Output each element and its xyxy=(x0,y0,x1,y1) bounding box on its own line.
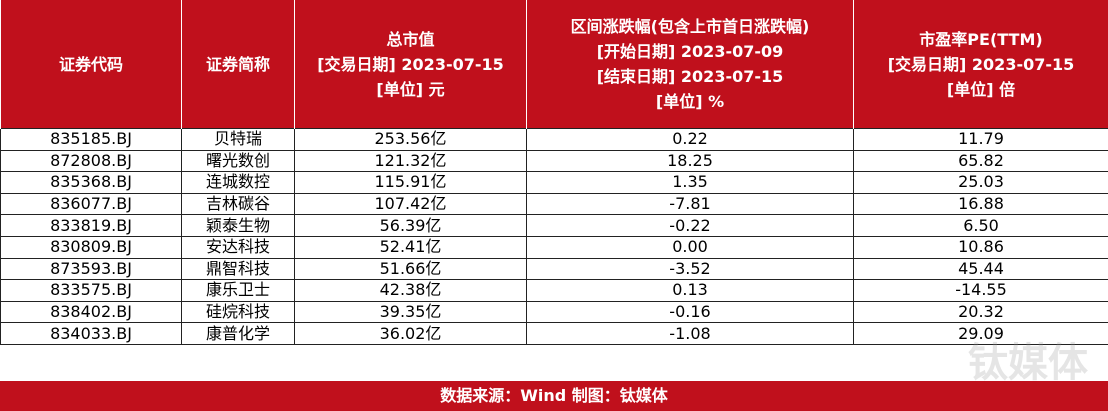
table-cell: 835368.BJ xyxy=(0,171,182,194)
table-cell: -1.08 xyxy=(526,322,854,345)
header-line: 证券简称 xyxy=(205,54,270,74)
table-cell: 36.02亿 xyxy=(294,322,527,345)
table-cell: 10.86 xyxy=(853,235,1108,259)
table-row: 873593.BJ 鼎智科技 51.66亿 -3.52 45.44 xyxy=(0,257,1108,281)
table-cell: 安达科技 xyxy=(181,235,295,259)
table-cell: 11.79 xyxy=(853,128,1108,151)
header-cell: 总市值 [交易日期] 2023-07-15 [单位] 元 xyxy=(294,0,527,129)
table-cell: 834033.BJ xyxy=(0,322,182,345)
table-cell: 833575.BJ xyxy=(0,279,182,302)
table-cell: 65.82 xyxy=(853,149,1108,173)
table-row: 830809.BJ 安达科技 52.41亿 0.00 10.86 xyxy=(0,235,1108,259)
table-row: 838402.BJ 硅烷科技 39.35亿 -0.16 20.32 xyxy=(0,300,1108,324)
header-line: [交易日期] 2023-07-15 xyxy=(317,54,504,74)
table-cell: 873593.BJ xyxy=(0,257,182,281)
table-cell: 20.32 xyxy=(853,300,1108,324)
watermark: 钛媒体 xyxy=(968,340,1088,386)
header-line: 市盈率PE(TTM) xyxy=(919,29,1043,49)
table-cell: 25.03 xyxy=(853,171,1108,194)
table-cell: 51.66亿 xyxy=(294,257,527,281)
table-row: 836077.BJ 吉林碳谷 107.42亿 -7.81 16.88 xyxy=(0,192,1108,216)
table-cell: 838402.BJ xyxy=(0,300,182,324)
table-cell: 康普化学 xyxy=(181,322,295,345)
table-cell: -7.81 xyxy=(526,192,854,216)
table-row: 872808.BJ 曙光数创 121.32亿 18.25 65.82 xyxy=(0,149,1108,173)
header-line: 证券代码 xyxy=(58,54,123,74)
header-cell: 区间涨跌幅(包含上市首日涨跌幅) [开始日期] 2023-07-09 [结束日期] … xyxy=(526,0,854,129)
data-table: 证券代码 证券简称 总市值 [交易日期] 2023-07-15 [单位] 元 区间涨跌幅(… xyxy=(0,0,1108,345)
table-cell: 硅烷科技 xyxy=(181,300,295,324)
header-cell: 证券简称 xyxy=(181,0,295,129)
header-cell: 市盈率PE(TTM) [交易日期] 2023-07-15 [单位] 倍 xyxy=(853,0,1108,129)
table-cell: 18.25 xyxy=(526,149,854,173)
header-cell: 证券代码 xyxy=(0,0,182,129)
footer: 数据来源：Wind 制图：钛媒体 xyxy=(0,381,1108,411)
table-cell: 833819.BJ xyxy=(0,214,182,237)
table-cell: 连城数控 xyxy=(181,171,295,194)
header-row: 证券代码 证券简称 总市值 [交易日期] 2023-07-15 [单位] 元 区间涨跌幅(… xyxy=(0,0,1108,129)
table-cell: -14.55 xyxy=(853,279,1108,302)
table-row: 835185.BJ 贝特瑞 253.56亿 0.22 11.79 xyxy=(0,128,1108,151)
table-cell: 115.91亿 xyxy=(294,171,527,194)
table-cell: 吉林碳谷 xyxy=(181,192,295,216)
table-cell: 56.39亿 xyxy=(294,214,527,237)
table-cell: 45.44 xyxy=(853,257,1108,281)
table-cell: 872808.BJ xyxy=(0,149,182,173)
table-cell: 0.22 xyxy=(526,128,854,151)
table-row: 833575.BJ 康乐卫士 42.38亿 0.13 -14.55 xyxy=(0,279,1108,302)
table-cell: 107.42亿 xyxy=(294,192,527,216)
table-cell: 830809.BJ xyxy=(0,235,182,259)
table-cell: 1.35 xyxy=(526,171,854,194)
table-cell: 曙光数创 xyxy=(181,149,295,173)
table-cell: 0.00 xyxy=(526,235,854,259)
table-cell: 42.38亿 xyxy=(294,279,527,302)
header-line: [交易日期] 2023-07-15 xyxy=(887,54,1075,74)
header-line: [单位] 元 xyxy=(376,79,445,99)
table-cell: -0.22 xyxy=(526,214,854,237)
table-cell: -0.16 xyxy=(526,300,854,324)
table-cell: 6.50 xyxy=(853,214,1108,237)
table-cell: 颖泰生物 xyxy=(181,214,295,237)
table-cell: 贝特瑞 xyxy=(181,128,295,151)
table-cell: 16.88 xyxy=(853,192,1108,216)
table-row: 834033.BJ 康普化学 36.02亿 -1.08 29.09 xyxy=(0,322,1108,345)
table-cell: 121.32亿 xyxy=(294,149,527,173)
table-cell: 836077.BJ xyxy=(0,192,182,216)
header-line: [开始日期] 2023-07-09 xyxy=(596,42,784,61)
table-row: 833819.BJ 颖泰生物 56.39亿 -0.22 6.50 xyxy=(0,214,1108,237)
table-cell: 鼎智科技 xyxy=(181,257,295,281)
table-cell: 253.56亿 xyxy=(294,128,527,151)
table-row: 835368.BJ 连城数控 115.91亿 1.35 25.03 xyxy=(0,171,1108,194)
table-body: 835185.BJ 贝特瑞 253.56亿 0.22 11.79 872808.BJ 曙光数… xyxy=(0,128,1108,345)
table-cell: -3.52 xyxy=(526,257,854,281)
table-cell: 29.09 xyxy=(853,322,1108,345)
header-line: [单位] 倍 xyxy=(946,79,1016,99)
table-cell: 康乐卫士 xyxy=(181,279,295,302)
table-cell: 39.35亿 xyxy=(294,300,527,324)
header-line: [结束日期] 2023-07-15 xyxy=(596,67,784,86)
table-cell: 0.13 xyxy=(526,279,854,302)
table-cell: 835185.BJ xyxy=(0,128,182,151)
table-cell: 52.41亿 xyxy=(294,235,527,259)
header-line: 区间涨跌幅(包含上市首日涨跌幅) xyxy=(570,17,810,36)
header-line: [单位] % xyxy=(655,92,725,111)
header-line: 总市值 xyxy=(386,29,435,49)
